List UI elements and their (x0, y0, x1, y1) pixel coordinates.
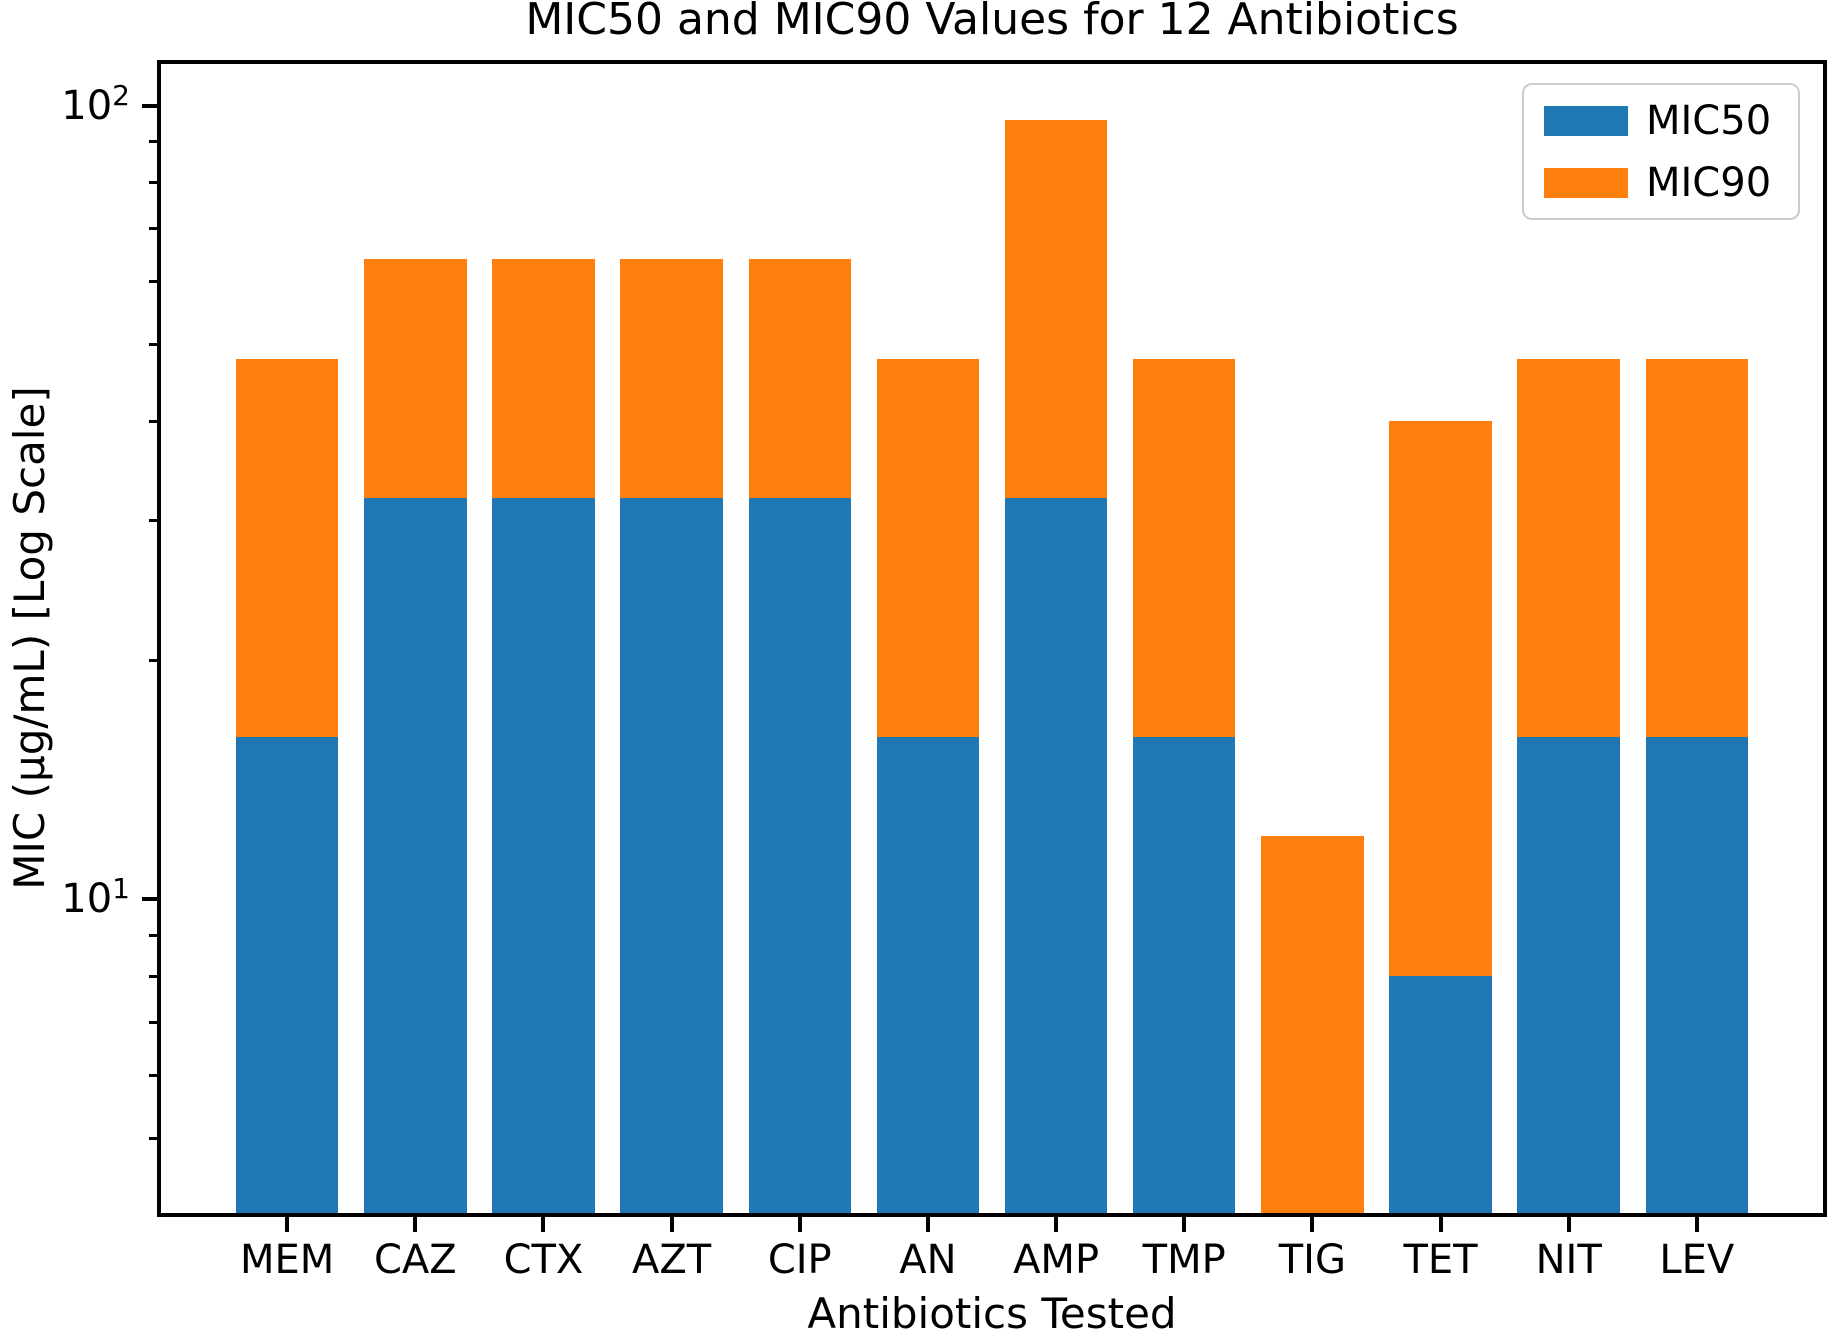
y-minor-tick-40 (149, 419, 161, 423)
x-tick-label-amp: AMP (1013, 1237, 1100, 1283)
x-tick-label-mem: MEM (239, 1237, 335, 1283)
bar-segment-mic50-tmp (1132, 737, 1236, 1215)
x-tick-lev (1694, 1215, 1699, 1232)
bar-segment-mic90-cip (748, 259, 852, 499)
y-tick-label-100: 102 (61, 78, 130, 129)
legend-swatch-mic90-icon (1544, 167, 1628, 198)
x-tick-tet (1438, 1215, 1443, 1232)
bar-segment-mic90-amp (1004, 119, 1108, 499)
x-tick-label-ctx: CTX (503, 1237, 584, 1283)
y-minor-tick-80 (149, 181, 161, 185)
chart-title: MIC50 and MIC90 Values for 12 Antibiotic… (525, 0, 1459, 45)
x-tick-tig (1310, 1215, 1315, 1232)
bar-segment-mic50-amp (1004, 498, 1108, 1215)
x-tick-label-lev: LEV (1659, 1237, 1735, 1283)
x-tick-label-tmp: TMP (1142, 1237, 1226, 1283)
bar-segment-mic90-caz (364, 259, 467, 499)
x-axis-label: Antibiotics Tested (807, 1289, 1177, 1337)
y-tick-label-10: 101 (61, 872, 130, 923)
x-tick-amp (1054, 1215, 1059, 1232)
y-minor-tick-7 (149, 1020, 161, 1024)
bar-segment-mic90-ctx (492, 259, 595, 499)
y-axis-label: MIC (μg/mL) [Log Scale] (5, 386, 54, 890)
y-minor-tick-6 (149, 1073, 161, 1077)
x-tick-cip (797, 1215, 802, 1232)
x-tick-nit (1566, 1215, 1571, 1232)
y-minor-tick-50 (149, 343, 161, 347)
x-tick-ctx (541, 1215, 546, 1232)
bar-segment-mic90-tet (1389, 421, 1492, 977)
x-tick-label-tet: TET (1403, 1237, 1478, 1283)
bar-segment-mic50-cip (748, 498, 852, 1215)
x-tick-label-azt: AZT (632, 1237, 712, 1283)
y-minor-tick-60 (149, 280, 161, 284)
y-minor-tick-8 (149, 974, 161, 978)
bar-segment-mic50-an (876, 737, 980, 1215)
legend-swatch-mic50-icon (1544, 105, 1628, 136)
bar-segment-mic90-nit (1517, 358, 1620, 738)
legend-entry-mic90: MIC90 (1544, 159, 1778, 207)
y-minor-tick-5 (149, 1136, 161, 1140)
bar-segment-mic90-tig (1261, 836, 1364, 1215)
bar-segment-mic50-mem (235, 737, 339, 1215)
bar-segment-mic50-azt (620, 498, 723, 1215)
bar-segment-mic50-ctx (492, 498, 595, 1215)
bar-segment-mic90-lev (1645, 358, 1749, 738)
x-tick-caz (413, 1215, 418, 1232)
y-minor-tick-70 (149, 227, 161, 231)
x-tick-label-an: AN (899, 1237, 957, 1283)
legend: MIC50 MIC90 (1522, 83, 1800, 220)
bar-segment-mic50-caz (364, 498, 467, 1215)
legend-entry-mic50: MIC50 (1544, 97, 1778, 145)
y-minor-tick-20 (149, 658, 161, 662)
y-major-tick-100 (142, 103, 161, 108)
bar-segment-mic90-mem (235, 358, 339, 738)
legend-label-mic90: MIC90 (1646, 159, 1772, 206)
x-tick-label-cip: CIP (767, 1237, 832, 1283)
y-minor-tick-90 (149, 140, 161, 144)
bar-segment-mic50-lev (1645, 737, 1749, 1215)
x-tick-label-tig: TIG (1278, 1237, 1346, 1283)
y-major-tick-10 (142, 897, 161, 902)
x-tick-label-nit: NIT (1535, 1237, 1602, 1283)
x-tick-mem (285, 1215, 290, 1232)
x-tick-tmp (1182, 1215, 1187, 1232)
bar-segment-mic90-azt (620, 259, 723, 499)
bar-segment-mic90-an (876, 358, 980, 738)
x-tick-an (925, 1215, 930, 1232)
bar-segment-mic90-tmp (1132, 358, 1236, 738)
bar-segment-mic50-nit (1517, 737, 1620, 1215)
x-tick-azt (669, 1215, 674, 1232)
y-minor-tick-30 (149, 519, 161, 523)
y-minor-tick-9 (149, 934, 161, 938)
bar-segment-mic50-tet (1389, 976, 1492, 1215)
x-tick-label-caz: CAZ (373, 1237, 457, 1283)
legend-label-mic50: MIC50 (1646, 97, 1772, 144)
